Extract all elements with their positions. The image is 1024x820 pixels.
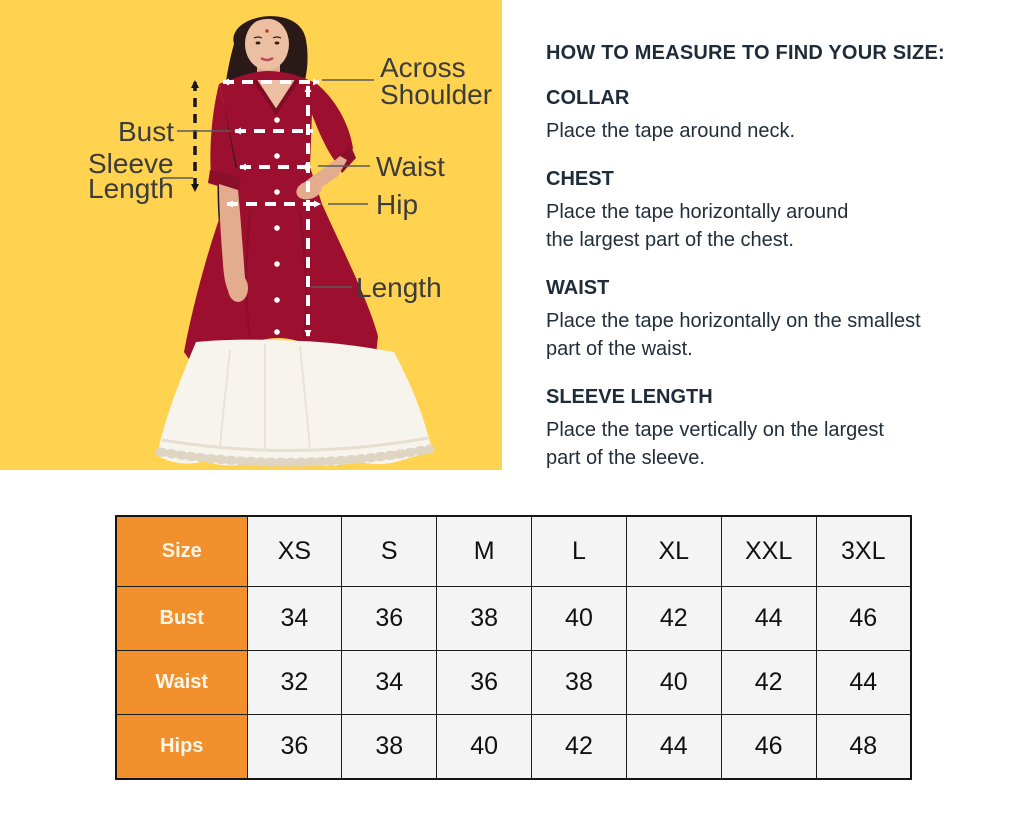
- label-sleeve-length-line2: Length: [88, 173, 174, 204]
- size-diagram-illustration: Across Shoulder Bust Sleeve Length Waist…: [0, 0, 502, 470]
- skirt: [158, 339, 432, 466]
- table-header-row: Size XS S M L XL XXL 3XL: [115, 515, 912, 587]
- table-cell: 46: [815, 586, 912, 651]
- instruction-section-collar: COLLAR Place the tape around neck.: [546, 87, 996, 145]
- size-chart-table: Size XS S M L XL XXL 3XL Bust 34 36 38 4…: [115, 515, 912, 780]
- row-header-cell: Size: [115, 515, 248, 587]
- table-cell: 42: [625, 586, 722, 651]
- measurement-diagram-panel: Across Shoulder Bust Sleeve Length Waist…: [0, 0, 502, 470]
- kurta: [184, 71, 378, 394]
- table-cell: 38: [531, 650, 627, 715]
- table-cell: 44: [625, 714, 722, 780]
- section-body-line: Place the tape horizontally on the small…: [546, 310, 921, 332]
- table-row-bust: Bust 34 36 38 40 42 44 46: [115, 586, 912, 651]
- table-cell: 44: [815, 650, 912, 715]
- section-body-line: Place the tape vertically on the largest: [546, 419, 884, 441]
- label-across-shoulder-line1: Across: [380, 52, 466, 83]
- table-cell: 32: [246, 650, 343, 715]
- section-heading: SLEEVE LENGTH: [546, 386, 713, 408]
- column-header-cell: XL: [625, 515, 722, 587]
- table-cell: 48: [815, 714, 912, 780]
- instruction-section-waist: WAIST Place the tape horizontally on the…: [546, 277, 996, 363]
- label-connectors: [162, 79, 374, 288]
- measurement-lines: [162, 78, 374, 337]
- column-header-cell: M: [436, 515, 533, 587]
- lace-hem: [155, 444, 435, 467]
- row-header-cell: Bust: [115, 586, 248, 651]
- label-waist: Waist: [376, 151, 445, 182]
- column-header-cell: XXL: [720, 515, 817, 587]
- table-cell: 38: [341, 714, 438, 780]
- row-header-cell: Hips: [115, 714, 248, 780]
- size-chart-section: Size XS S M L XL XXL 3XL Bust 34 36 38 4…: [115, 515, 912, 780]
- table-cell: 34: [246, 586, 343, 651]
- section-body-line: Place the tape around neck.: [546, 120, 796, 142]
- section-heading: COLLAR: [546, 87, 630, 109]
- section-heading: WAIST: [546, 277, 610, 299]
- section-body-line: the largest part of the chest.: [546, 229, 794, 251]
- table-cell: 36: [341, 586, 438, 651]
- model-figure: [155, 16, 435, 467]
- table-cell: 42: [531, 714, 627, 780]
- table-row-hips: Hips 36 38 40 42 44 46 48: [115, 714, 912, 780]
- table-cell: 36: [436, 650, 533, 715]
- column-header-cell: 3XL: [815, 515, 912, 587]
- row-header-cell: Waist: [115, 650, 248, 715]
- instruction-section-chest: CHEST Place the tape horizontally around…: [546, 168, 996, 254]
- label-sleeve-length-line1: Sleeve: [88, 148, 174, 179]
- diagram-labels: Across Shoulder Bust Sleeve Length Waist…: [88, 52, 492, 303]
- column-header-cell: XS: [246, 515, 343, 587]
- table-cell: 40: [436, 714, 533, 780]
- table-cell: 46: [720, 714, 817, 780]
- instructions-title: HOW TO MEASURE TO FIND YOUR SIZE:: [546, 42, 945, 64]
- table-cell: 36: [246, 714, 343, 780]
- label-hip: Hip: [376, 189, 418, 220]
- how-to-measure-section: HOW TO MEASURE TO FIND YOUR SIZE: COLLAR…: [546, 42, 996, 495]
- table-row-waist: Waist 32 34 36 38 40 42 44: [115, 650, 912, 715]
- instruction-section-sleeve-length: SLEEVE LENGTH Place the tape vertically …: [546, 386, 996, 472]
- button-placket: [274, 117, 280, 335]
- table-cell: 44: [720, 586, 817, 651]
- column-header-cell: L: [531, 515, 627, 587]
- label-bust: Bust: [118, 116, 174, 147]
- section-body-line: part of the waist.: [546, 338, 693, 360]
- label-length: Length: [356, 272, 442, 303]
- bindi: [265, 29, 269, 33]
- section-body-line: part of the sleeve.: [546, 447, 705, 469]
- table-cell: 34: [341, 650, 438, 715]
- table-cell: 42: [720, 650, 817, 715]
- table-cell: 38: [436, 586, 533, 651]
- section-heading: CHEST: [546, 168, 614, 190]
- label-across-shoulder-line2: Shoulder: [380, 79, 492, 110]
- section-body-line: Place the tape horizontally around: [546, 201, 849, 223]
- column-header-cell: S: [341, 515, 438, 587]
- table-cell: 40: [625, 650, 722, 715]
- table-cell: 40: [531, 586, 627, 651]
